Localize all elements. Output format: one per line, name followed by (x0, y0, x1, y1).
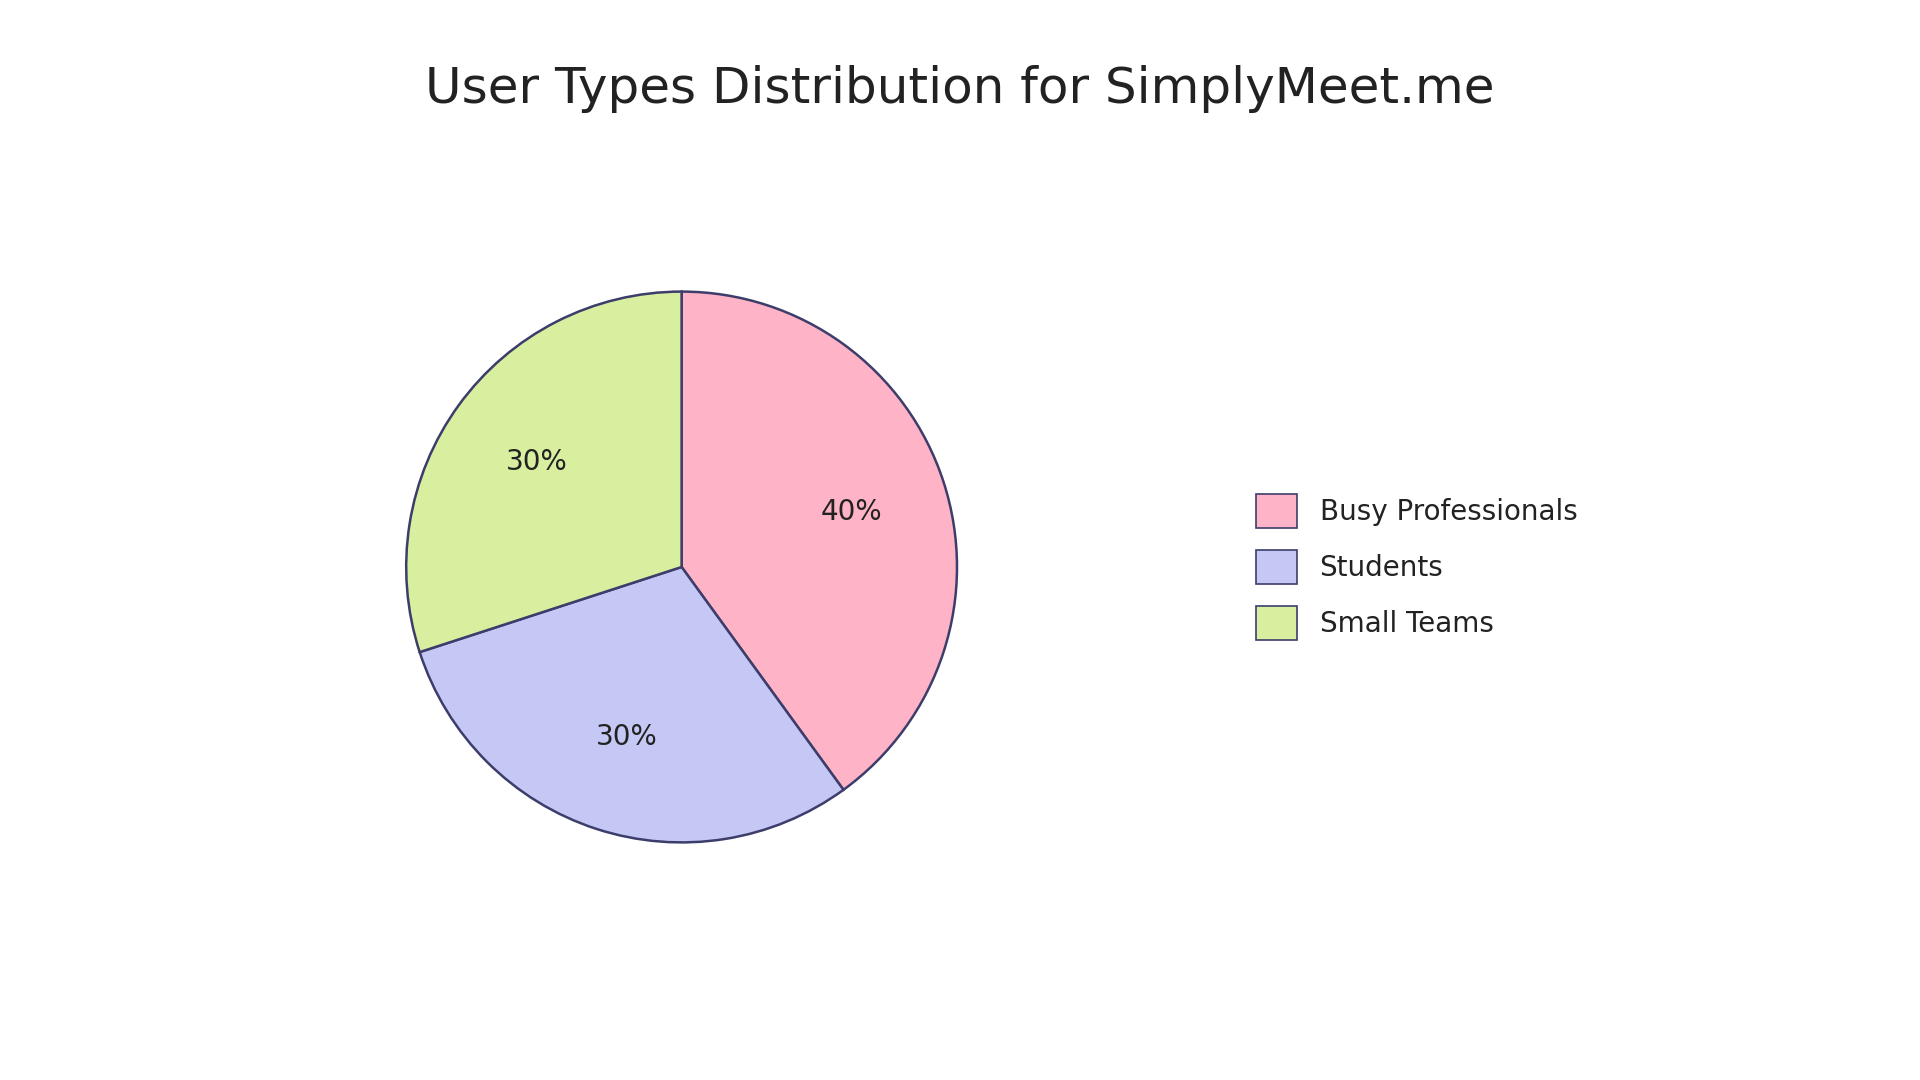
Text: 30%: 30% (595, 724, 657, 752)
Text: User Types Distribution for SimplyMeet.me: User Types Distribution for SimplyMeet.m… (424, 65, 1496, 112)
Wedge shape (407, 292, 682, 652)
Legend: Busy Professionals, Students, Small Teams: Busy Professionals, Students, Small Team… (1229, 467, 1605, 667)
Text: 40%: 40% (822, 498, 883, 526)
Wedge shape (420, 567, 843, 842)
Text: 30%: 30% (505, 448, 568, 476)
Wedge shape (682, 292, 956, 789)
